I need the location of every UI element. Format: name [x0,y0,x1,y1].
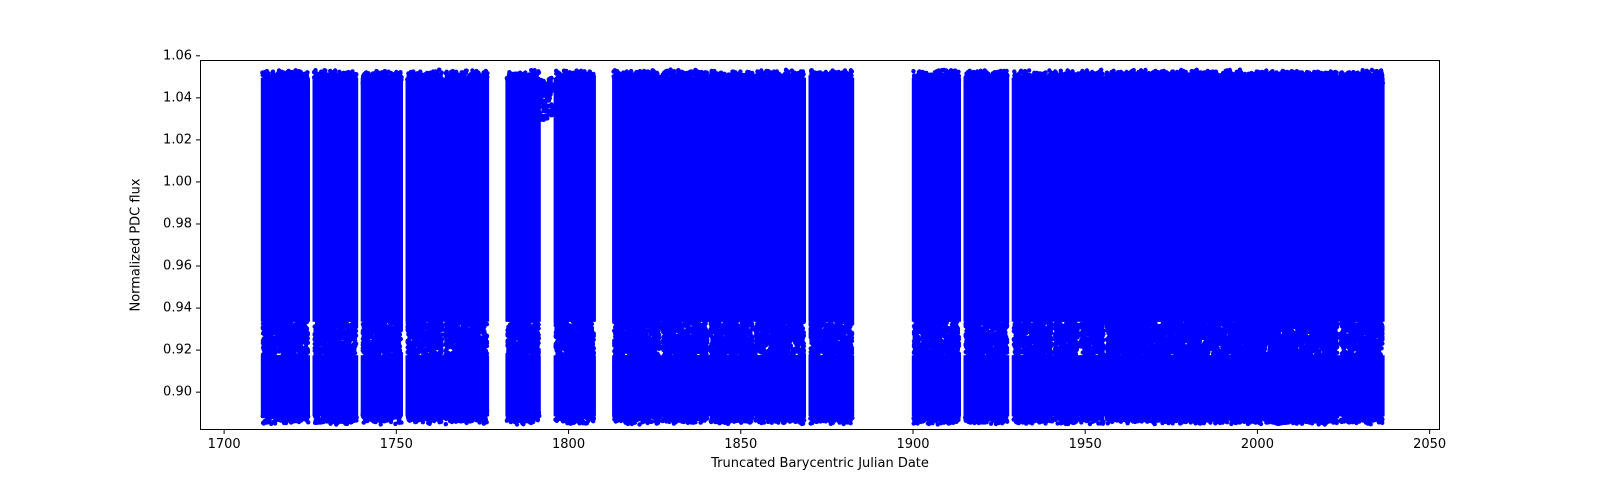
x-tick-label: 1750 [380,437,413,452]
y-tick-label: 0.98 [156,216,192,231]
figure: 1700 1750 1800 1850 1900 1950 2000 2050 0.90 0.9… [0,0,1600,500]
y-tick-label: 0.94 [156,301,192,316]
y-tick-label: 1.00 [156,174,192,189]
x-tick-label: 1700 [208,437,241,452]
y-axis-label: Normalized PDC flux [129,178,144,311]
x-tick-label: 1900 [896,437,929,452]
y-tick-label: 1.02 [156,132,192,147]
y-tick-label: 0.92 [156,343,192,358]
scatter-plot [201,61,1440,430]
y-tick-label: 0.96 [156,259,192,274]
y-tick-label: 1.06 [156,48,192,63]
x-tick-label: 1950 [1069,437,1102,452]
x-axis-label: Truncated Barycentric Julian Date [711,456,929,471]
x-tick-label: 1850 [724,437,757,452]
x-tick-label: 1800 [552,437,585,452]
y-tick-label: 0.90 [156,385,192,400]
plot-area [200,60,1440,430]
x-tick-label: 2000 [1241,437,1274,452]
x-tick-label: 2050 [1413,437,1446,452]
y-tick-label: 1.04 [156,90,192,105]
